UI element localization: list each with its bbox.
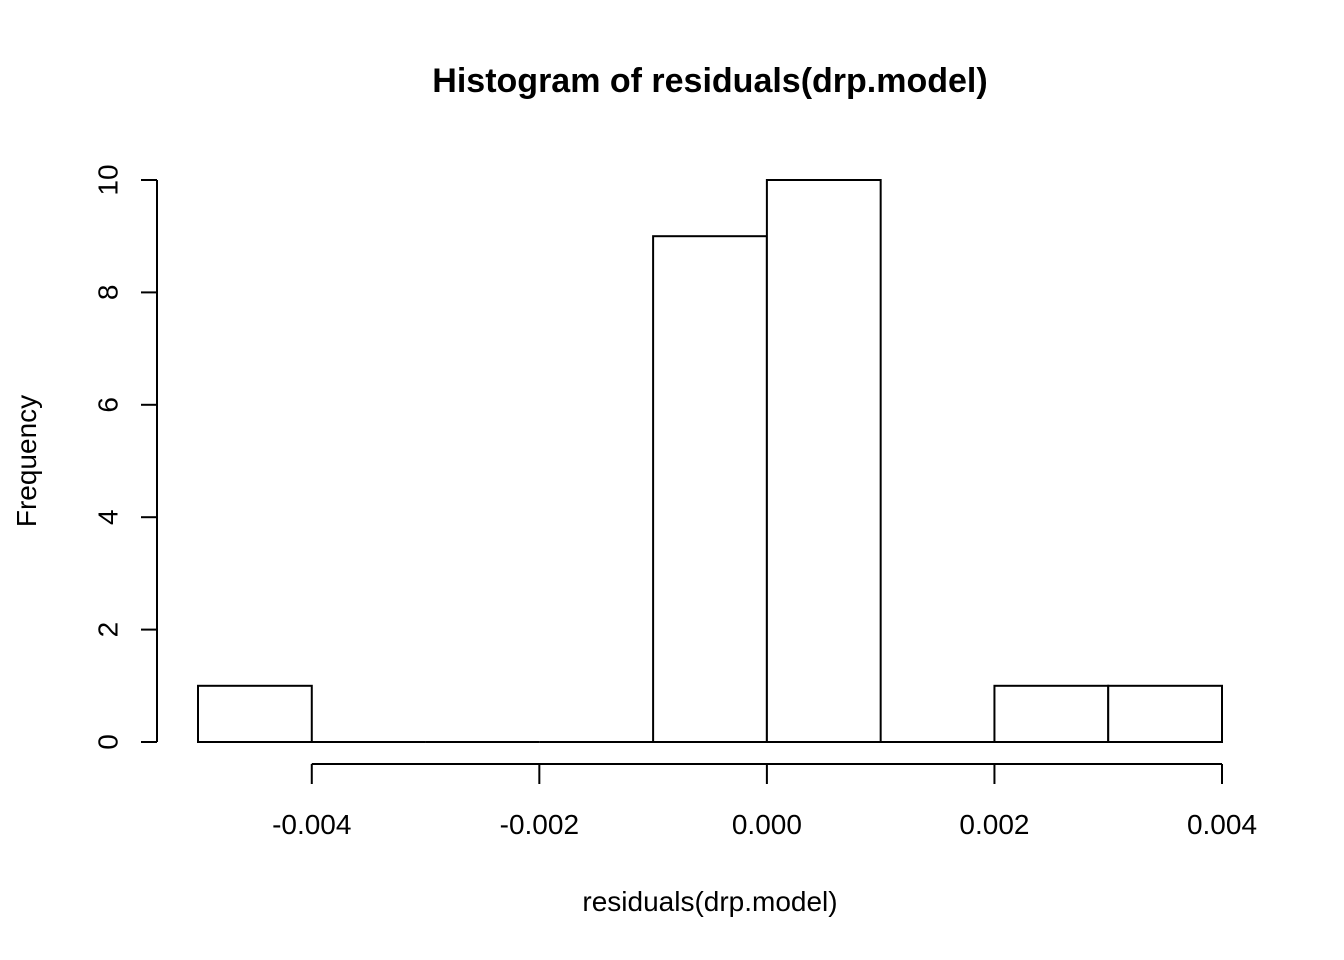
y-axis-label: Frequency [11, 395, 42, 527]
y-tick-label-4: 8 [92, 285, 123, 301]
chart-title: Histogram of residuals(drp.model) [432, 62, 987, 100]
histogram-bar-7 [993, 684, 1110, 743]
x-tick-label-3: 0.002 [959, 809, 1029, 840]
x-tick-label-4: 0.004 [1187, 809, 1257, 840]
y-axis: 0 2 4 6 8 10 [92, 164, 158, 750]
y-tick-label-2: 4 [92, 509, 123, 525]
x-tick-label-2: 0.000 [732, 809, 802, 840]
histogram-bar-8 [1107, 684, 1223, 743]
y-tick-label-0: 0 [92, 734, 123, 750]
histogram-bars [197, 179, 1223, 743]
x-tick-label-0: -0.004 [272, 809, 351, 840]
x-tick-label-1: -0.002 [500, 809, 579, 840]
x-axis-label: residuals(drp.model) [582, 886, 837, 917]
y-tick-label-3: 6 [92, 397, 123, 413]
histogram-bar-4 [652, 235, 768, 743]
histogram-bar-0 [197, 684, 313, 743]
y-tick-label-1: 2 [92, 622, 123, 638]
y-tick-label-5: 10 [92, 164, 123, 195]
histogram-bar-5 [765, 179, 882, 743]
x-axis: -0.004 -0.002 0.000 0.002 0.004 [272, 763, 1257, 840]
